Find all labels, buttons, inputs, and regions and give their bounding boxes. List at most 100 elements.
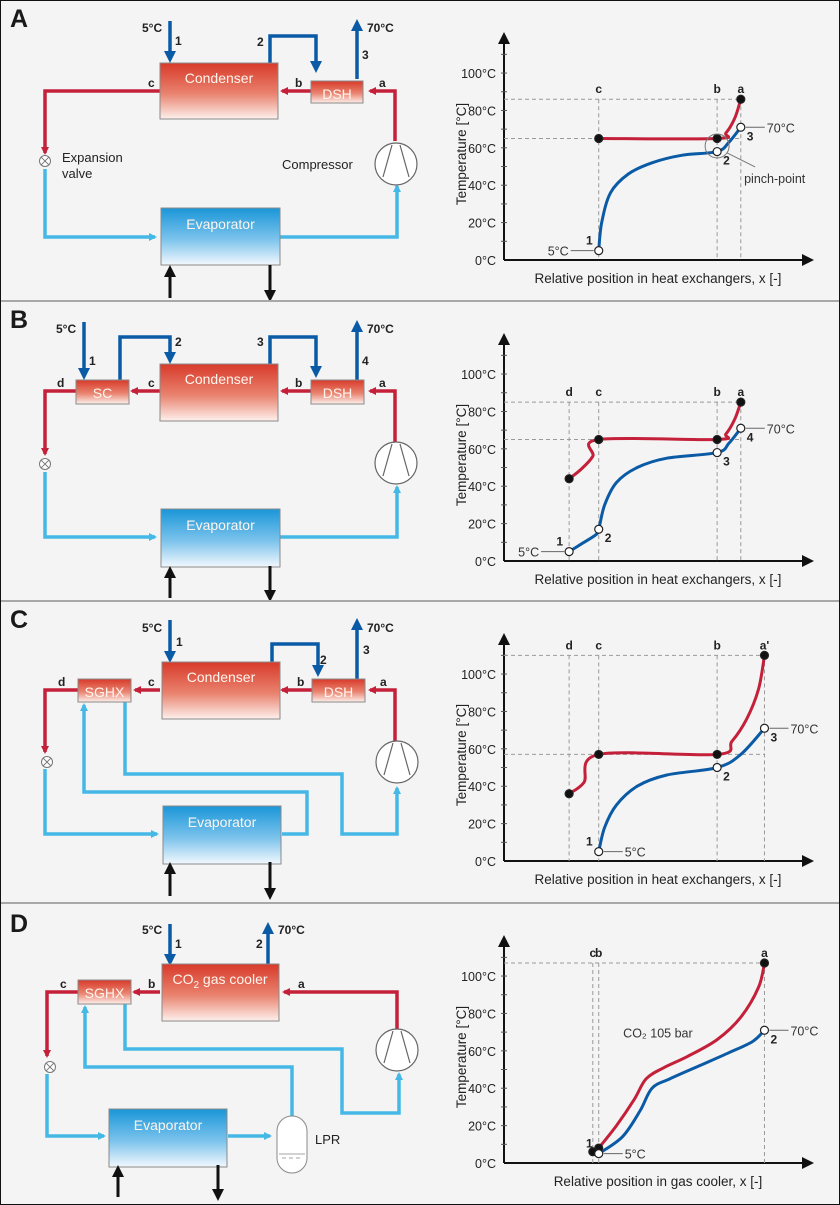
evaporator-label: Evaporator: [188, 814, 257, 830]
series-line-water: [597, 1028, 766, 1156]
panel-letter: A: [10, 5, 28, 33]
valve-cross: [40, 156, 50, 166]
subcooler-body: [75, 379, 130, 405]
water-state-point: [759, 1025, 770, 1035]
water-point-label: 3: [723, 455, 730, 469]
condenser-label: Condenser: [187, 669, 256, 685]
water-point-label: 4: [362, 354, 369, 368]
subcooler-label: SC: [93, 385, 112, 401]
series-line-refrigerant: [597, 97, 743, 141]
subcooler: SC: [75, 379, 130, 405]
water-outlet-temp: 70°C: [278, 923, 305, 937]
x-marker-label: a': [760, 638, 770, 652]
y-tick-label: 100°C: [461, 67, 496, 81]
refrigerant-state-point: [712, 434, 722, 445]
refrigerant-valve-to-evaporator: [43, 169, 157, 241]
water-state-point: [564, 547, 574, 557]
water-state-point: [712, 762, 722, 773]
compressor-body: [375, 740, 419, 784]
compressor-icon: [374, 441, 418, 485]
temperature-annotation: 5°C: [625, 1148, 646, 1162]
refrigerant-valve-to-evaporator: [43, 769, 159, 838]
expansion-valve-icon: [41, 756, 53, 768]
y-tick-label: 20°C: [468, 217, 496, 231]
x-axis-title: Relative position in heat exchangers, x …: [535, 271, 782, 286]
y-axis-title: Temperature [°C]: [454, 103, 469, 205]
condenser-body: [161, 661, 281, 720]
series-line-water: [597, 125, 743, 253]
water-pipe-sc-condenser: [118, 335, 176, 380]
panel-d: D 5°C 1 70°C 2 CO2 gas cooler SGHX Evaporator LP…: [2, 904, 838, 1204]
water-pipe-condenser-dsh: [268, 335, 322, 378]
water-state-point: [712, 447, 722, 458]
x-axis-title: Relative position in gas cooler, x [-]: [554, 1174, 763, 1189]
y-axis-arrowhead: [498, 32, 510, 44]
compressor-line: [383, 742, 394, 776]
refrigerant-state-point: [564, 474, 574, 484]
y-axis-arrowhead: [498, 333, 510, 345]
y-tick-label: 80°C: [468, 1007, 496, 1021]
refrigerant-point-a: a: [379, 376, 386, 390]
refrigerant-sc-to-valve: [41, 389, 76, 456]
water-state-point: [736, 122, 746, 132]
cycle-diagram-c: C 5°C 1 2 70°C 3 Condenser SGHX DSH Evaporator d c b…: [10, 606, 419, 900]
y-tick-label: 80°C: [468, 705, 496, 719]
x-marker-label: d: [565, 638, 572, 652]
water-inlet-temp: 5°C: [56, 322, 76, 336]
low-pressure-receiver-icon: [276, 1115, 308, 1174]
x-axis-arrowhead: [802, 555, 814, 567]
compressor-line: [382, 443, 393, 477]
temperature-annotation: 5°C: [625, 846, 646, 860]
refrigerant-state-point: [594, 133, 604, 144]
temperature-chart-c: 0°C 20°C 40°C 60°C 80°C 100°C Temperature [°C]…: [454, 633, 818, 887]
evaporator: Evaporator: [160, 207, 281, 266]
dsh-body: [310, 379, 365, 405]
condenser: Condenser: [159, 363, 279, 422]
refrigerant-compressor-to-dsh: [368, 87, 397, 141]
series-line-refrigerant: [567, 653, 766, 796]
x-marker-label: b: [713, 638, 720, 652]
series-line-water: [567, 426, 743, 554]
x-axis-arrowhead: [802, 1157, 814, 1169]
refrigerant-state-point: [564, 789, 574, 799]
y-axis-title: Temperature [°C]: [454, 704, 469, 806]
series-line-refrigerant: [597, 961, 766, 1150]
y-tick-label: 20°C: [468, 1120, 496, 1134]
y-axis-title: Temperature [°C]: [454, 1006, 469, 1108]
evaporator: Evaporator: [160, 508, 281, 568]
valve-cross: [45, 1062, 55, 1072]
water-state-point: [594, 1149, 604, 1159]
water-point-label: 3: [363, 643, 370, 657]
water-point-label: 4: [747, 430, 754, 444]
condenser: Condenser: [159, 62, 279, 120]
evaporator-body: [160, 207, 281, 266]
refrigerant-compressor-to-gas-cooler: [282, 988, 399, 1029]
expansion-valve-icon: [39, 155, 51, 167]
panel-c: C 5°C 1 2 70°C 3 Condenser SGHX DSH Evaporator d c b…: [2, 602, 838, 902]
y-tick-label: 0°C: [475, 855, 496, 869]
valve-cross: [42, 757, 52, 767]
water-pipe-condenser-dsh: [270, 642, 324, 677]
panel-letter: B: [10, 306, 28, 334]
refrigerant-point-c: c: [60, 977, 67, 991]
condenser-body: [159, 363, 279, 422]
temperature-chart-a: 0°C 20°C 40°C 60°C 80°C 100°C Temperature [°C]…: [454, 32, 814, 286]
evaporator-body: [108, 1108, 228, 1168]
water-point-label: 1: [176, 635, 183, 649]
refrigerant-point-b: b: [297, 675, 304, 689]
refrigerant-valve-to-evaporator: [45, 1074, 106, 1140]
water-inlet-temp: 5°C: [142, 621, 162, 635]
temperature-annotation: 70°C: [767, 121, 795, 135]
condenser-label: Condenser: [185, 70, 254, 86]
water-outlet-temp: 70°C: [367, 621, 394, 635]
x-marker-label: a: [737, 82, 744, 96]
pressure-annotation: CO₂ 105 bar: [623, 1027, 692, 1041]
evaporator-label: Evaporator: [186, 216, 255, 232]
y-axis-title: Temperature [°C]: [454, 404, 469, 506]
refrigerant-condenser-to-valve: [41, 89, 160, 155]
water-point-label: 2: [770, 1032, 777, 1046]
expansion-valve-label: valve: [62, 166, 92, 181]
expansion-valve-icon: [44, 1061, 56, 1073]
